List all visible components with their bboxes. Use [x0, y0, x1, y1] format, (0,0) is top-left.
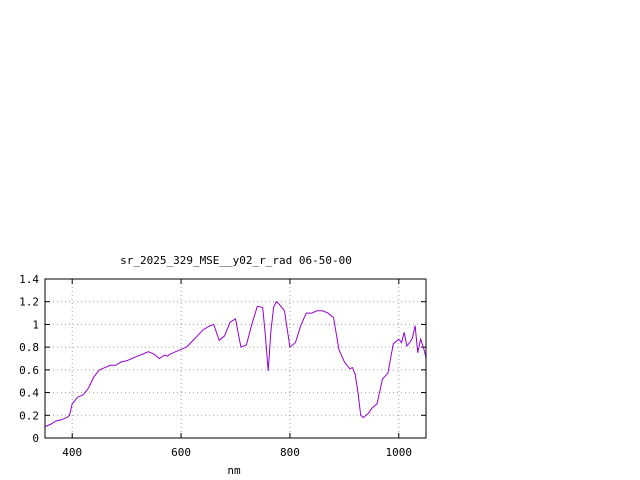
x-tick-label: 600 [171, 446, 191, 459]
y-tick-label: 0 [32, 432, 39, 445]
y-tick-label: 1.4 [19, 273, 39, 286]
x-tick-label: 800 [280, 446, 300, 459]
x-axis-label: nm [227, 464, 241, 477]
x-tick-labels: 400 600 800 1000 [62, 446, 412, 459]
series-line [44, 300, 427, 428]
y-tick-labels: 0 0.2 0.4 0.6 0.8 1 1.2 1.4 [19, 273, 39, 445]
x-tick-label: 400 [62, 446, 82, 459]
plot-frame [44, 278, 427, 439]
y-tick-label: 0.6 [19, 364, 39, 377]
y-tick-label: 1.2 [19, 296, 39, 309]
y-tick-label: 0.8 [19, 341, 39, 354]
y-tick-label: 0.4 [19, 387, 39, 400]
chart-title: sr_2025_329_MSE__y02_r_rad 06-50-00 [120, 254, 352, 267]
axis-ticks [45, 278, 426, 439]
y-tick-label: 1 [32, 318, 39, 331]
y-tick-label: 0.2 [19, 409, 39, 422]
x-tick-label: 1000 [386, 446, 413, 459]
grid-lines [45, 279, 426, 438]
